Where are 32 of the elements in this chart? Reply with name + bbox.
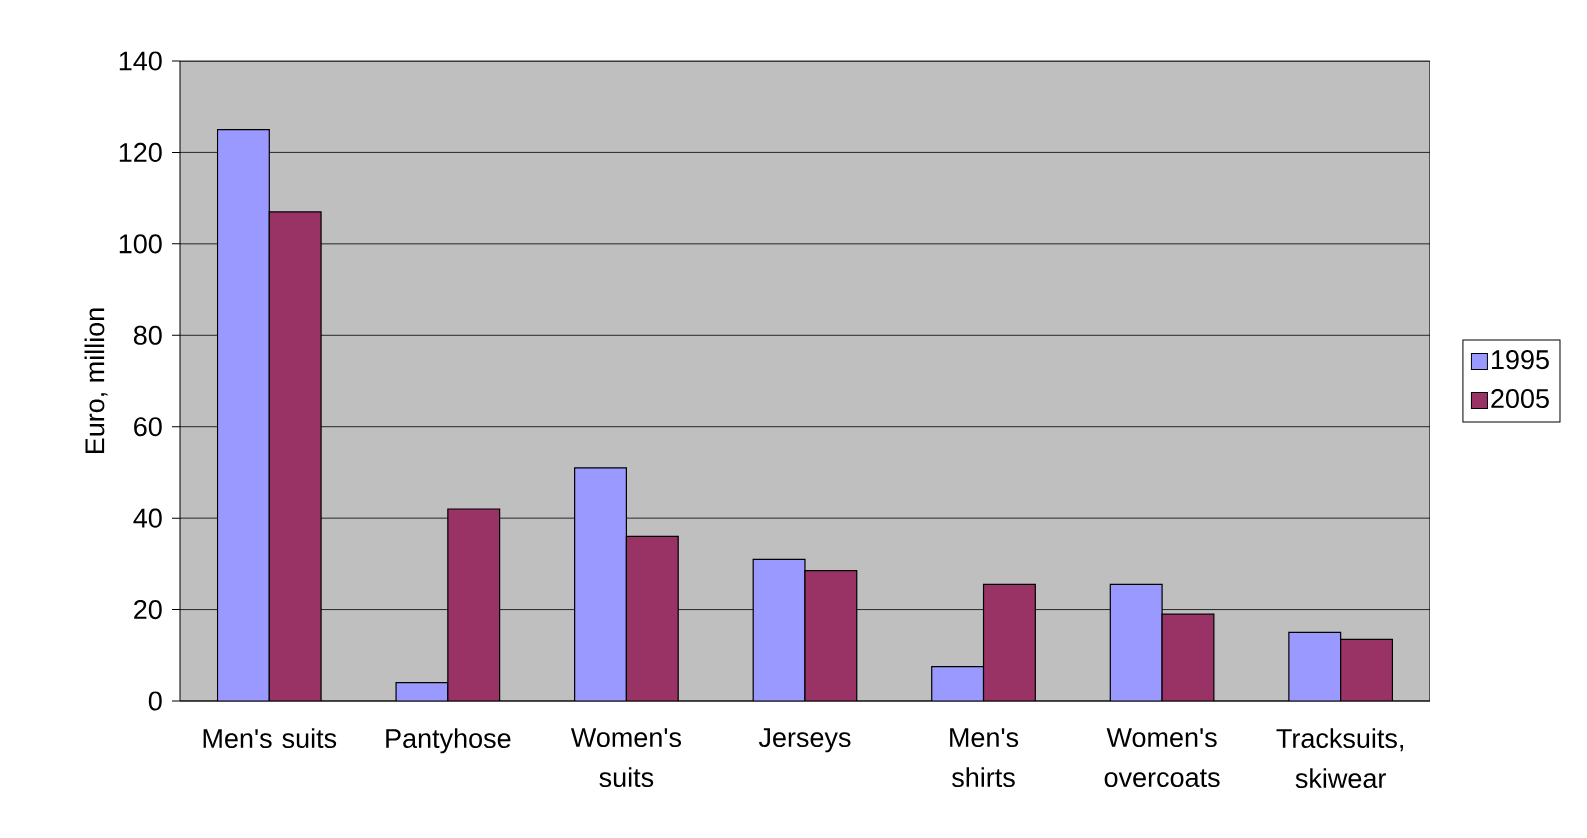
bar [625,535,679,701]
y-tick-label: 100 [119,234,162,254]
bar [931,666,985,701]
x-tick-label: Pantyhose [386,728,511,754]
y-tick-label: 140 [119,51,162,71]
bar [1340,638,1394,701]
bar [395,682,449,701]
bar [752,558,806,701]
y-tick-label: 40 [133,508,162,528]
y-tick-label: 60 [134,417,162,437]
bar [574,467,627,701]
x-tick-label: Women's overcoats [1104,728,1220,788]
legend-label: 2005 [1491,389,1549,409]
y-tick-label: 20 [134,600,162,620]
y-tick-label: 120 [119,142,162,162]
x-tick-label: Men's shirts [950,728,1019,788]
bar [216,128,270,701]
bar [1109,583,1163,701]
x-tick-label: Women's suits [570,728,682,788]
y-tick-label: 80 [133,325,162,345]
bar [804,570,858,701]
y-tick-label: 0 [148,691,162,711]
x-tick-label: Tracksuits, skiwear [1276,728,1403,789]
x-tick-label: Jerseys [758,728,851,753]
bar [1161,613,1215,701]
bar [1288,631,1342,701]
legend-label: 1995 [1491,350,1549,370]
bar [268,211,322,701]
y-axis-title: Euro, million [84,308,108,454]
bar [982,583,1036,701]
x-tick-label: Men's suits [203,728,337,749]
bar [447,508,501,701]
